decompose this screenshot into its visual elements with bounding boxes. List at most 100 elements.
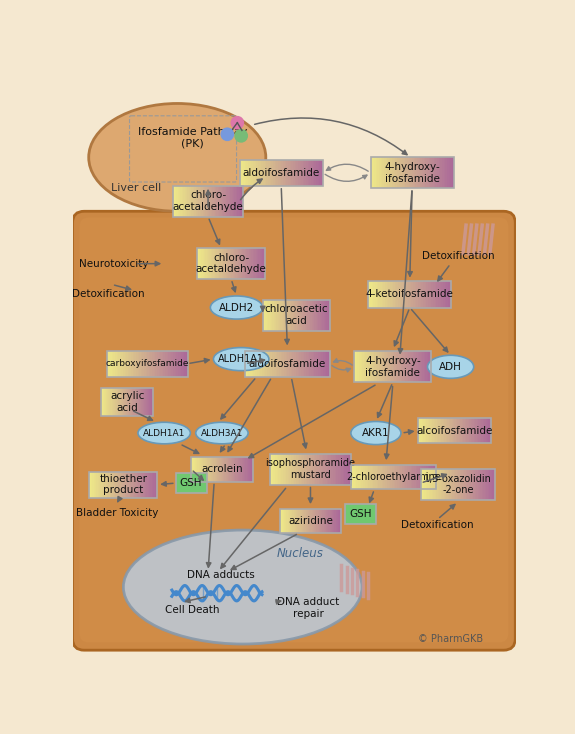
Bar (218, 457, 220, 482)
Bar (137, 471, 138, 498)
Bar (152, 388, 154, 416)
Bar (375, 281, 377, 308)
Bar (282, 299, 283, 330)
Bar (457, 469, 458, 500)
Bar (275, 299, 276, 330)
Bar (325, 454, 327, 484)
Bar (215, 186, 216, 217)
Bar (291, 351, 293, 377)
Bar (316, 509, 317, 533)
Bar (320, 509, 321, 533)
Bar (289, 454, 291, 484)
Bar (413, 281, 415, 308)
Bar (230, 248, 231, 279)
Bar (207, 248, 208, 279)
Bar (441, 418, 443, 443)
Bar (432, 418, 434, 443)
Bar (429, 465, 431, 490)
Bar (211, 186, 212, 217)
Bar (388, 281, 390, 308)
Bar (409, 157, 411, 188)
Bar (255, 351, 257, 377)
Bar (278, 299, 279, 330)
Bar (104, 388, 105, 416)
Text: acrylic
acid: acrylic acid (110, 391, 144, 413)
Bar (249, 457, 250, 482)
Bar (301, 454, 302, 484)
Bar (141, 471, 143, 498)
Bar (295, 509, 296, 533)
Bar (290, 509, 292, 533)
Bar (288, 454, 289, 484)
Bar (206, 186, 208, 217)
Bar (138, 471, 140, 498)
Bar (377, 352, 379, 382)
Bar (165, 351, 167, 377)
Bar (420, 352, 422, 382)
Bar (251, 457, 253, 482)
Bar (421, 281, 423, 308)
Bar (235, 248, 236, 279)
Bar (411, 352, 413, 382)
Bar (359, 352, 361, 382)
Bar (402, 465, 404, 490)
Bar (193, 186, 194, 217)
Bar (107, 471, 109, 498)
Bar (121, 388, 122, 416)
Bar (446, 157, 447, 188)
Bar (139, 351, 141, 377)
Bar (328, 454, 330, 484)
Bar (186, 351, 187, 377)
Bar (131, 351, 133, 377)
Ellipse shape (196, 422, 248, 444)
Bar (420, 418, 422, 443)
Bar (319, 509, 320, 533)
Bar (105, 471, 106, 498)
Bar (248, 457, 249, 482)
Bar (233, 186, 235, 217)
Bar (444, 418, 446, 443)
FancyBboxPatch shape (176, 473, 206, 493)
Bar (129, 388, 131, 416)
Bar (397, 281, 398, 308)
Bar (190, 186, 191, 217)
Bar (201, 248, 203, 279)
Bar (397, 465, 398, 490)
Bar (450, 469, 451, 500)
Text: Bladder Toxicity: Bladder Toxicity (76, 508, 158, 518)
Bar (309, 454, 311, 484)
Bar (392, 281, 393, 308)
Bar (131, 388, 132, 416)
Bar (303, 160, 305, 186)
Bar (298, 160, 300, 186)
Bar (262, 351, 264, 377)
Bar (208, 248, 209, 279)
Bar (392, 352, 393, 382)
Bar (130, 471, 132, 498)
Bar (472, 418, 474, 443)
Bar (108, 388, 109, 416)
Bar (460, 469, 461, 500)
Text: chloro-
acetaldehyde: chloro- acetaldehyde (172, 190, 243, 212)
Text: GSH: GSH (349, 509, 372, 519)
Bar (442, 469, 443, 500)
Bar (427, 157, 429, 188)
Bar (320, 454, 322, 484)
Bar (421, 465, 423, 490)
Bar (210, 457, 211, 482)
Bar (237, 186, 239, 217)
Bar (270, 454, 271, 484)
Bar (125, 471, 126, 498)
Bar (454, 418, 456, 443)
Bar (318, 160, 320, 186)
Bar (110, 388, 112, 416)
Circle shape (235, 130, 247, 142)
Bar (209, 186, 211, 217)
Bar (133, 351, 135, 377)
Bar (410, 352, 411, 382)
Bar (222, 457, 223, 482)
Bar (302, 454, 304, 484)
Bar (141, 351, 143, 377)
Bar (251, 248, 253, 279)
Bar (261, 248, 262, 279)
